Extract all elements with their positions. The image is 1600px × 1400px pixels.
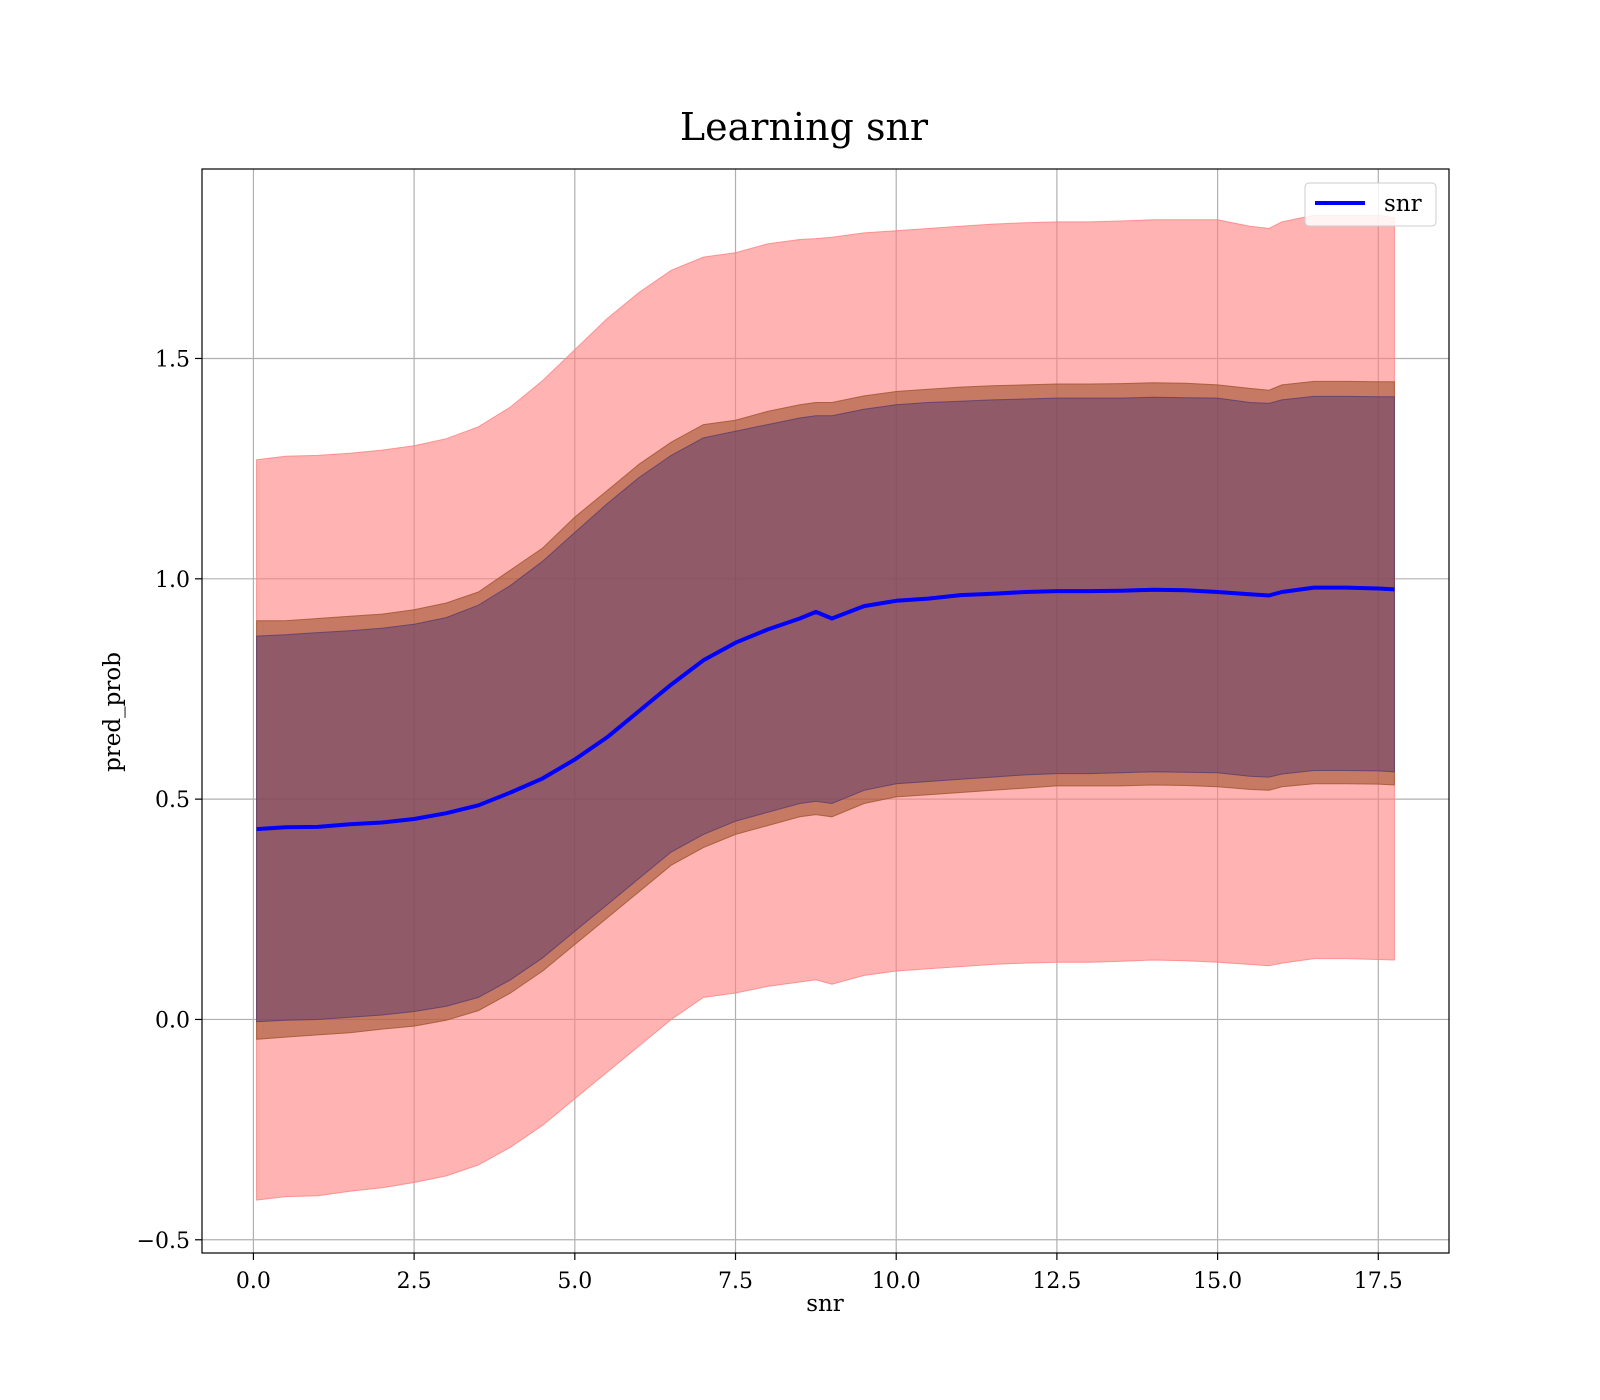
- y-tick-label: −0.5: [137, 1229, 190, 1254]
- y-tick-label: 1.5: [155, 347, 190, 372]
- y-tick-label: 0.0: [155, 1008, 190, 1033]
- legend-box: [1304, 182, 1437, 227]
- chart-title: Learning snr: [680, 105, 929, 149]
- legend-label: snr: [1384, 191, 1422, 217]
- band-inner: [256, 395, 1395, 1023]
- legend: snr: [1304, 182, 1437, 227]
- x-tick-label: 0.0: [236, 1269, 271, 1294]
- x-tick-label: 12.5: [1032, 1269, 1081, 1294]
- x-tick-label: 17.5: [1354, 1269, 1403, 1294]
- y-axis-ticks: −0.5 0.0 0.5 1.0 1.5: [137, 347, 202, 1254]
- x-axis-label: snr: [806, 1291, 844, 1317]
- y-tick-label: 0.5: [155, 788, 190, 813]
- band-layer: [256, 214, 1395, 1201]
- x-tick-label: 15.0: [1193, 1269, 1242, 1294]
- line-layer: [256, 585, 1395, 832]
- plot-frame: [201, 168, 1450, 1254]
- y-tick-label: 1.0: [155, 568, 190, 593]
- x-tick-label: 7.5: [718, 1269, 753, 1294]
- series-line-snr: [256, 585, 1395, 832]
- x-tick-label: 5.0: [557, 1269, 592, 1294]
- y-axis-label: pred_prob: [100, 652, 126, 772]
- x-tick-label: 2.5: [397, 1269, 432, 1294]
- x-tick-label: 10.0: [872, 1269, 921, 1294]
- plot-area: [201, 168, 1450, 1254]
- x-axis-ticks: 0.0 2.5 5.0 7.5 10.0 12.5 15.0 17.5: [236, 1253, 1403, 1294]
